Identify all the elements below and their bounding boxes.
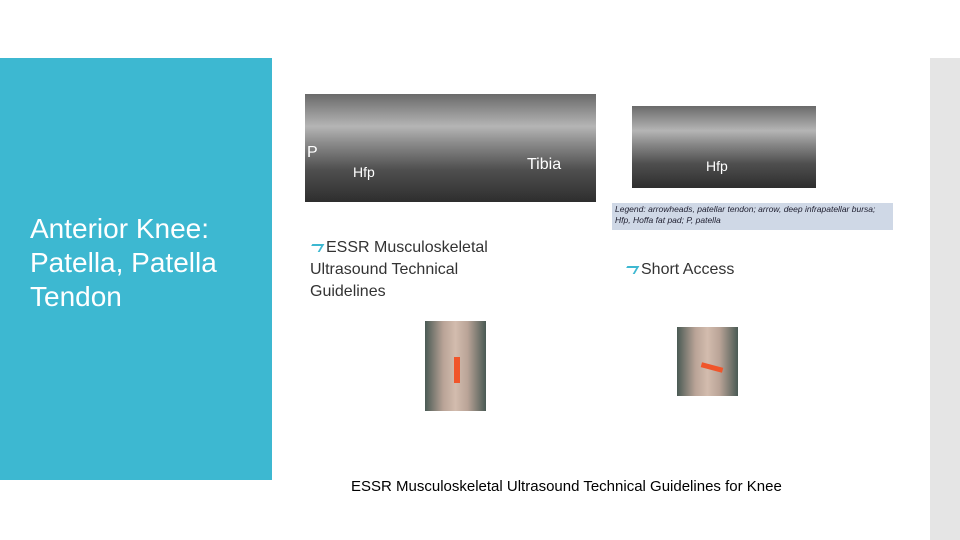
bullet-text: ESSR Musculoskeletal Ultrasound Technica…	[310, 237, 520, 303]
caption: ESSR Musculoskeletal Ultrasound Technica…	[351, 478, 782, 495]
accent-panel	[0, 58, 272, 480]
slide-title: Anterior Knee: Patella, Patella Tendon	[30, 213, 217, 312]
image-label: P	[307, 144, 318, 161]
knee-photo	[677, 327, 738, 396]
ultrasound-image: Hfp	[632, 106, 816, 188]
image-legend: Legend: arrowheads, patellar tendon; arr…	[612, 203, 893, 230]
probe-mark	[700, 362, 724, 373]
ultrasound-image: P Hfp Tibia	[305, 94, 596, 202]
image-label: Hfp	[706, 158, 728, 174]
side-strip	[930, 58, 960, 540]
image-label: Tibia	[527, 156, 562, 173]
knee-photo	[425, 321, 486, 411]
bullet-text: Short Access	[625, 259, 825, 281]
image-label: Hfp	[353, 164, 375, 180]
probe-mark	[454, 357, 460, 383]
